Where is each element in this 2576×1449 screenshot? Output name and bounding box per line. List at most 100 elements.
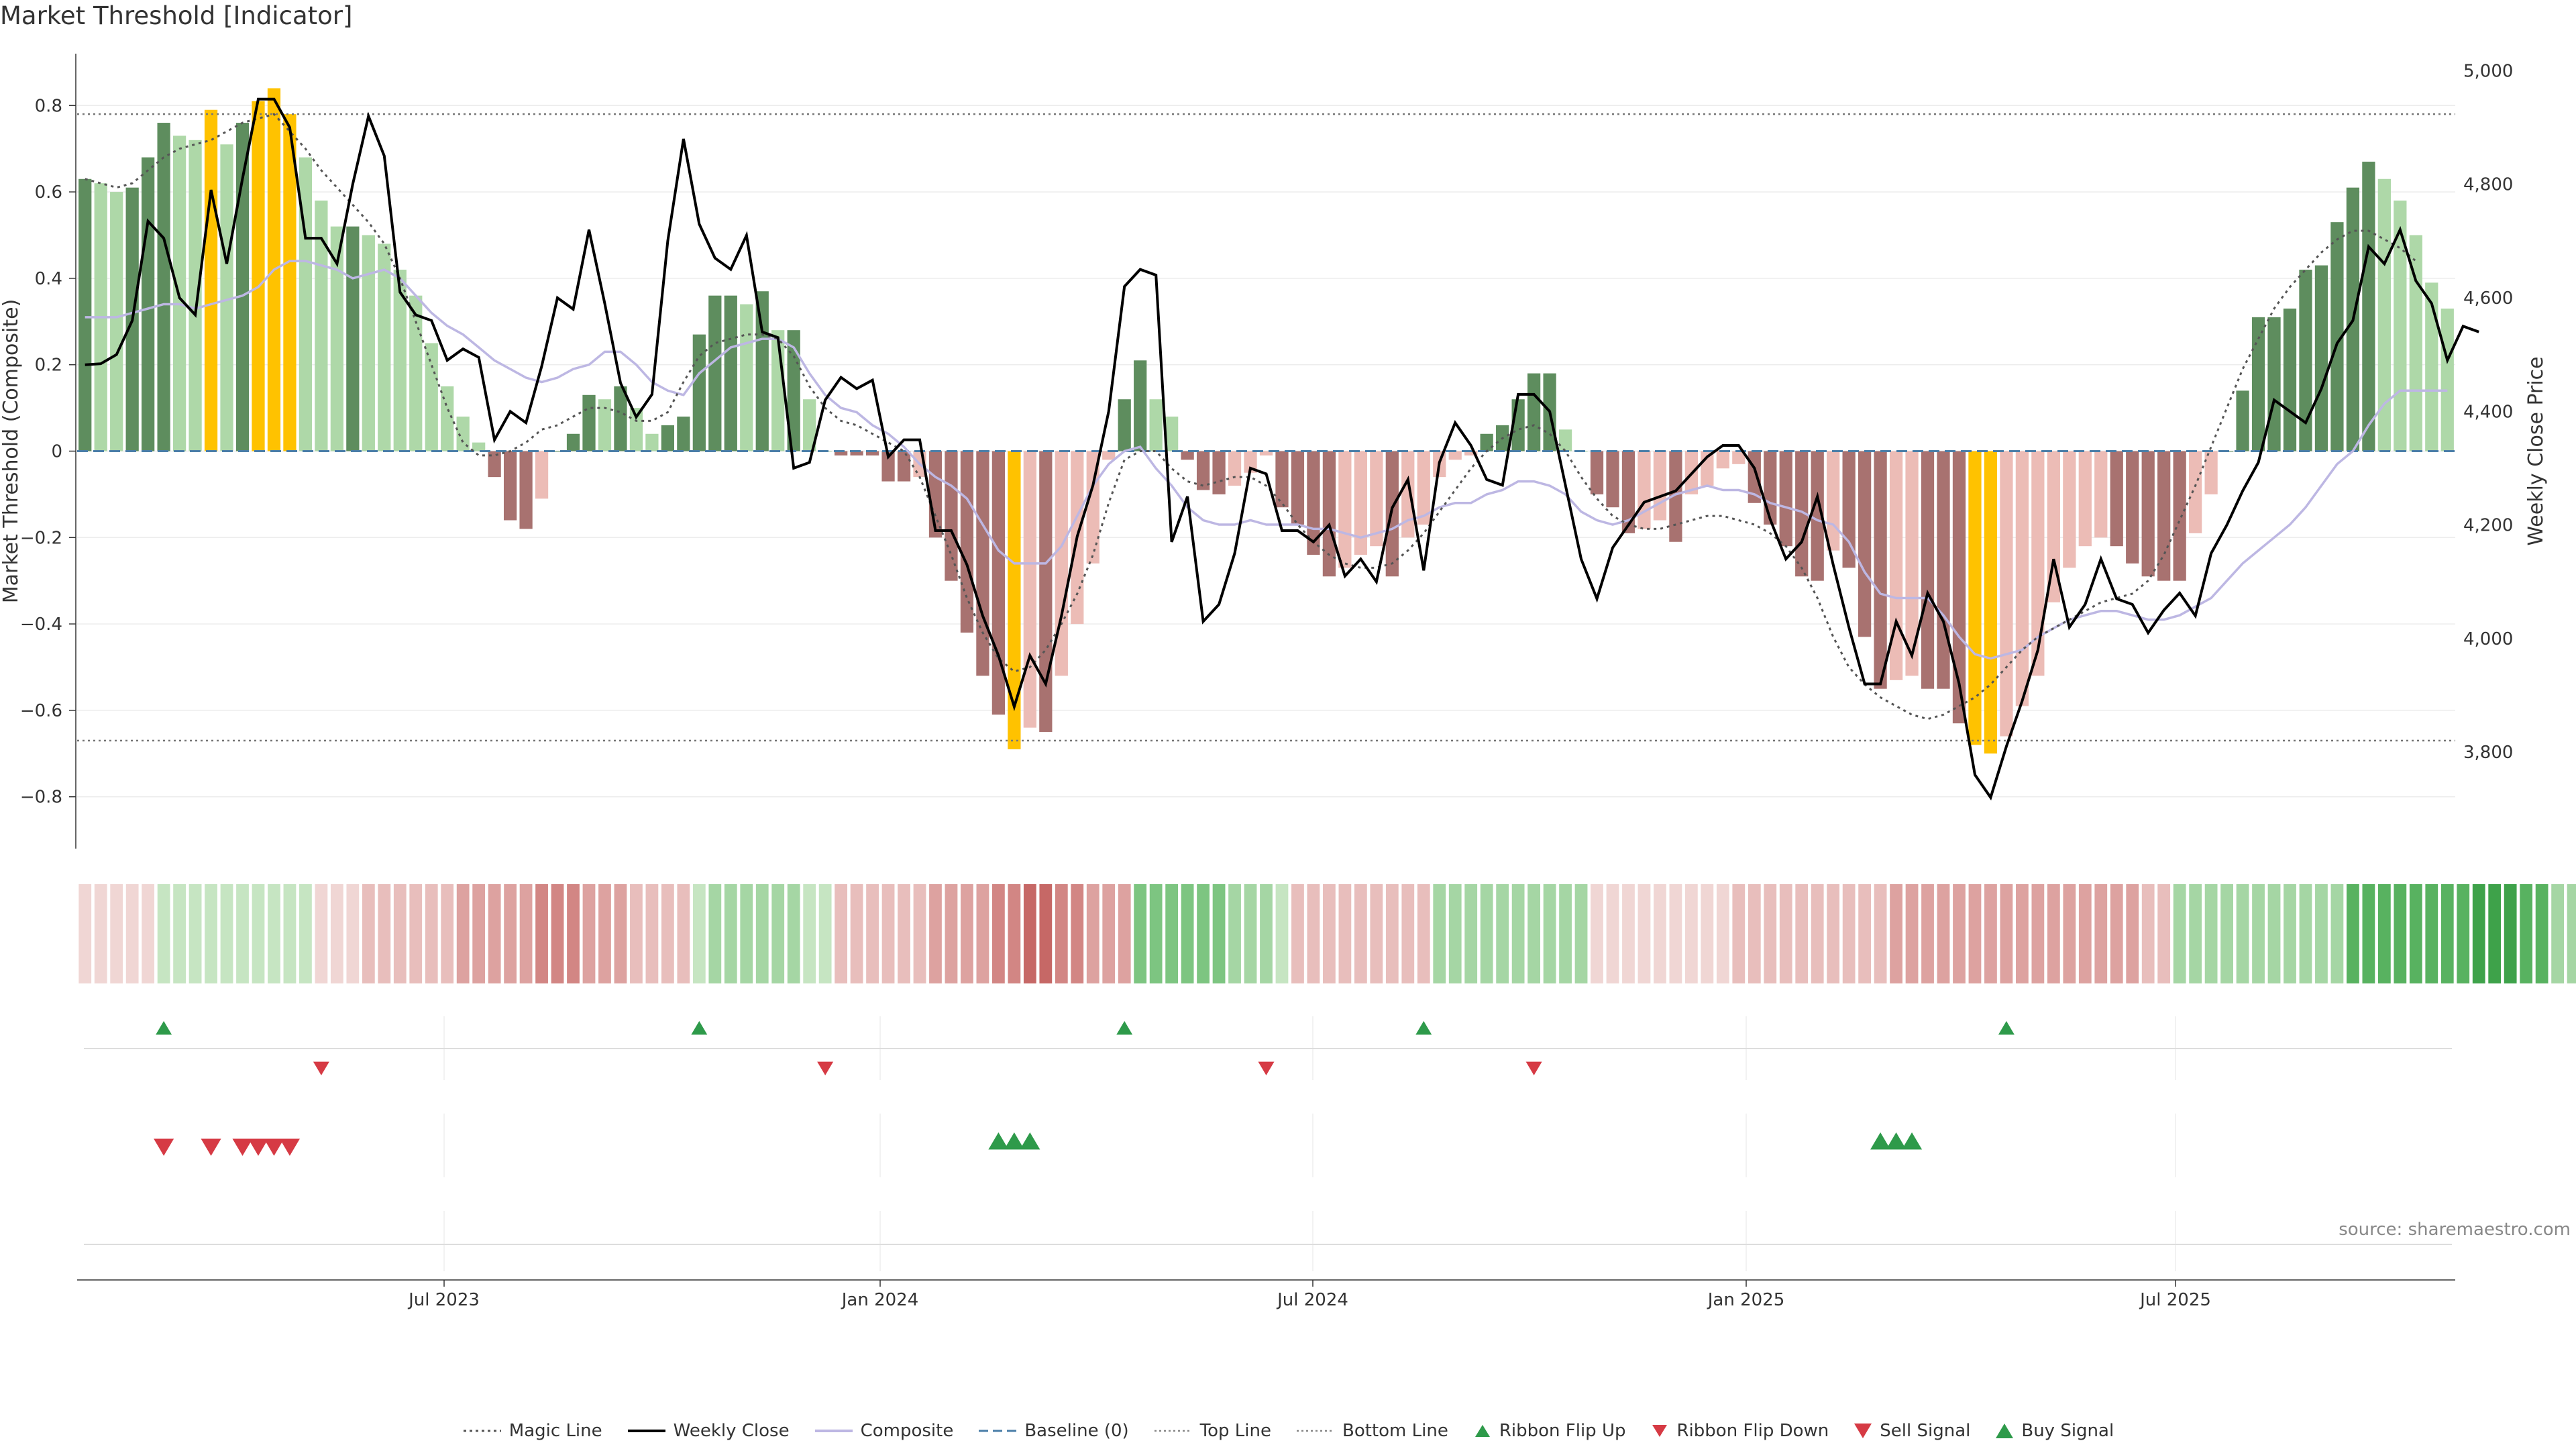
composite-bar — [252, 101, 265, 451]
composite-bar — [2330, 222, 2344, 451]
y2-axis-label: Weekly Close Price — [2524, 356, 2548, 545]
y2-tick-label: 4,800 — [2463, 175, 2513, 195]
chart-title: Market Threshold [Indicator] — [0, 1, 353, 30]
ribbon-segment — [2126, 884, 2139, 983]
ribbon-segment — [2173, 884, 2186, 983]
composite-bar — [488, 451, 501, 478]
composite-bar — [1558, 429, 1572, 451]
ribbon-segment — [110, 884, 123, 983]
grid-layer — [77, 105, 2455, 798]
ribbon-segment — [456, 884, 470, 983]
ribbon-segment — [708, 884, 722, 983]
ribbon-segment — [441, 884, 454, 983]
ribbon-segment — [1401, 884, 1415, 983]
composite-bar — [1055, 451, 1068, 676]
composite-bar — [456, 416, 470, 451]
sell-signal-marker — [279, 1138, 300, 1156]
composite-bar — [724, 295, 737, 451]
ribbon-segment — [1811, 884, 1824, 983]
ribbon-segment — [567, 884, 580, 983]
composite-bar — [1212, 451, 1226, 494]
ribbon-segment — [205, 884, 217, 983]
composite-bar — [1008, 451, 1021, 749]
composite-bar — [189, 140, 202, 451]
ribbon-segment — [1212, 884, 1226, 983]
ribbon-layer — [78, 884, 2576, 983]
y2-tick-label: 4,600 — [2463, 288, 2513, 309]
ribbon-segment — [2141, 884, 2155, 983]
composite-bar — [2362, 162, 2375, 451]
composite-bar — [1889, 451, 1903, 680]
y2-tick-label: 3,800 — [2463, 743, 2513, 763]
ribbon-segment — [2094, 884, 2108, 983]
composite-bar — [409, 295, 423, 451]
composite-bar — [220, 144, 233, 451]
magic-legend-icon — [463, 1430, 501, 1432]
ribbon-segment — [173, 884, 186, 983]
legend-item-baseline: Baseline (0) — [977, 1421, 1129, 1441]
composite-bar — [1118, 399, 1131, 451]
ribbon-segment — [945, 884, 958, 983]
legend-label: Top Line — [1199, 1421, 1271, 1441]
legend-item-magic: Magic Line — [462, 1421, 602, 1441]
legend-label: Ribbon Flip Down — [1676, 1421, 1829, 1441]
composite-bar — [598, 399, 612, 451]
ribbon-segment — [1606, 884, 1619, 983]
lines-layer — [77, 97, 2479, 801]
ribbon-segment — [252, 884, 265, 983]
ribbon-segment — [2362, 884, 2375, 983]
ribbon-segment — [504, 884, 517, 983]
composite-bar — [2063, 451, 2076, 568]
ribbon-segment — [1701, 884, 1714, 983]
legend-item-flipdown: Ribbon Flip Down — [1650, 1421, 1829, 1441]
ribbon-segment — [535, 884, 548, 983]
x-tick-label: Jul 2023 — [407, 1290, 480, 1310]
ribbon-segment — [2488, 884, 2502, 983]
ribbon-segment — [488, 884, 501, 983]
ribbon-segment — [850, 884, 863, 983]
composite-bar — [2173, 451, 2186, 581]
composite-bar — [1448, 451, 1462, 460]
legend-item-weekly: Weekly Close — [627, 1421, 790, 1441]
ribbon-segment — [268, 884, 280, 983]
y-tick-label: 0 — [51, 442, 62, 462]
ribbon-segment — [1197, 884, 1210, 983]
ribbon-flip-up-marker — [691, 1021, 708, 1035]
composite-bar — [1811, 451, 1824, 581]
x-tick-label: Jan 2024 — [841, 1290, 919, 1310]
market-threshold-chart: 0.8 0.6 0.4 0.2 0 −0.2 −0.4 −0.6 −0.8 5,000 4,800 4… — [0, 54, 2576, 1310]
composite-bar — [740, 304, 753, 451]
ribbon-segment — [630, 884, 643, 983]
composite-bar — [755, 291, 769, 451]
composite-bar — [1968, 451, 1982, 745]
ribbon-segment — [2394, 884, 2407, 983]
ribbon-segment — [1527, 884, 1540, 983]
ribbon-flip-up-marker — [1998, 1021, 2015, 1035]
ribbon-segment — [2440, 884, 2454, 983]
flipdown-legend-icon — [1652, 1425, 1668, 1437]
ribbon-segment — [582, 884, 596, 983]
composite-bar — [441, 386, 454, 451]
ribbon-segment — [2220, 884, 2233, 983]
ribbon-flip-up-marker — [156, 1021, 172, 1035]
ribbon-segment — [1732, 884, 1746, 983]
composite-bar — [393, 270, 407, 451]
ribbon-segment — [2472, 884, 2485, 983]
ribbon-segment — [2031, 884, 2045, 983]
composite-bar — [582, 394, 596, 451]
composite-bar — [2141, 451, 2155, 577]
sell-signal-marker — [248, 1138, 268, 1156]
composite-bar — [1102, 451, 1116, 460]
ribbon-segment — [1260, 884, 1273, 983]
ribbon-segment — [614, 884, 627, 983]
ribbon-segment — [2157, 884, 2171, 983]
ribbon-segment — [157, 884, 170, 983]
ribbon-segment — [346, 884, 360, 983]
legend-item-topline: Top Line — [1153, 1421, 1271, 1441]
legend-label: Weekly Close — [673, 1421, 790, 1441]
composite-bar — [1638, 451, 1651, 529]
y-tick-label: −0.4 — [20, 614, 62, 635]
ribbon-segment — [1953, 884, 1966, 983]
composite-bar — [1732, 451, 1746, 464]
composite-bar — [1275, 451, 1289, 508]
